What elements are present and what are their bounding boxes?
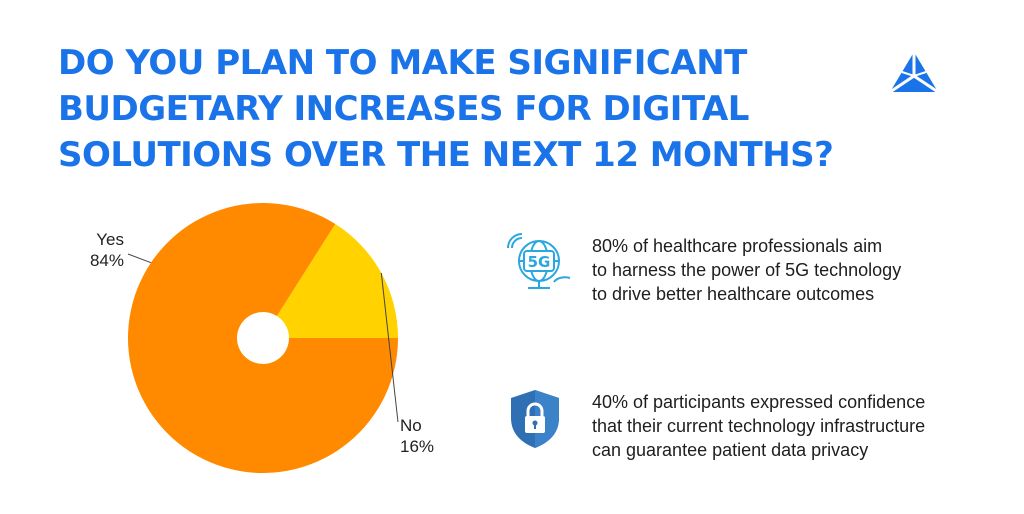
5g-badge-text: 5G (528, 253, 551, 271)
pie-slice-no (263, 224, 398, 338)
pie-leader-line (127, 253, 152, 264)
pie-leader-line (380, 272, 399, 423)
title-line: DO YOU PLAN TO MAKE SIGNIFICANT (58, 43, 747, 83)
stat-line: 80% of healthcare professionals aim (592, 236, 883, 256)
stat-line: can guarantee patient data privacy (592, 440, 869, 460)
pie-label-value: 84% (89, 251, 124, 270)
pie-label-name: No (400, 416, 422, 435)
pie-label-value: 16% (400, 437, 435, 456)
stat-line: 40% of participants expressed confidence (592, 392, 926, 412)
shield-lock-icon (511, 390, 559, 448)
pie-label-no: No 16% (400, 415, 440, 457)
title-line: SOLUTIONS OVER THE NEXT 12 MONTHS? (58, 135, 834, 175)
pie-label-name: Yes (96, 230, 124, 249)
stat-privacy: 40% of participants expressed confidence… (592, 390, 1012, 462)
stat-5g: 80% of healthcare professionals aim to h… (592, 234, 1012, 306)
stat-line: that their current technology infrastruc… (592, 416, 926, 436)
triangle-logo-icon (889, 52, 939, 94)
pie-chart (127, 202, 399, 473)
stat-line: to harness the power of 5G technology (592, 260, 902, 280)
page-title: DO YOU PLAN TO MAKE SIGNIFICANT BUDGETAR… (58, 40, 888, 178)
title-line: BUDGETARY INCREASES FOR DIGITAL (58, 89, 749, 129)
5g-globe-icon: 5G (507, 233, 571, 289)
pie-label-yes: Yes 84% (78, 229, 124, 271)
stat-line: to drive better healthcare outcomes (592, 284, 875, 304)
pie-center-hole (237, 312, 289, 364)
